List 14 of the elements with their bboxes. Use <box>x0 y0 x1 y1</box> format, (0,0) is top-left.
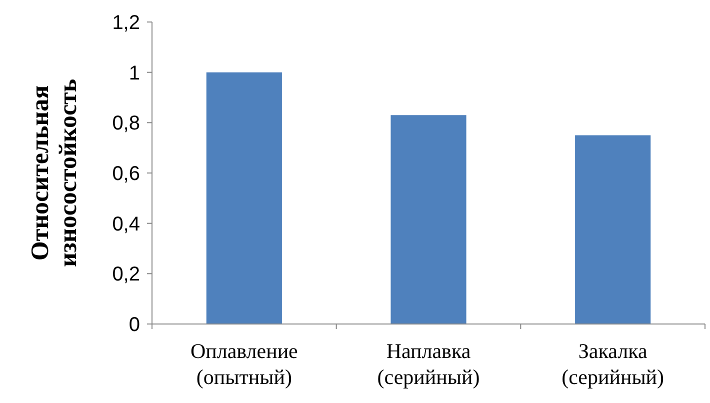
y-tick-label: 0,4 <box>112 213 140 236</box>
bar <box>390 115 466 324</box>
x-tick-label: Наплавка (серийный) <box>377 339 480 389</box>
y-tick-label: 0,2 <box>112 264 140 286</box>
y-axis-title: Относительная износостойкость <box>27 78 82 268</box>
bar <box>206 72 282 324</box>
y-tick-label: 0,8 <box>112 112 140 135</box>
y-tick-label: 0,6 <box>112 163 140 185</box>
y-tick-label: 0 <box>128 314 140 336</box>
x-tick-label: Закалка (серийный) <box>562 339 664 389</box>
y-tick-label: 1 <box>128 62 140 84</box>
x-tick-label: Оплавление (опытный) <box>190 339 298 389</box>
y-tick-label: 1,2 <box>112 12 140 34</box>
bar <box>575 135 651 324</box>
